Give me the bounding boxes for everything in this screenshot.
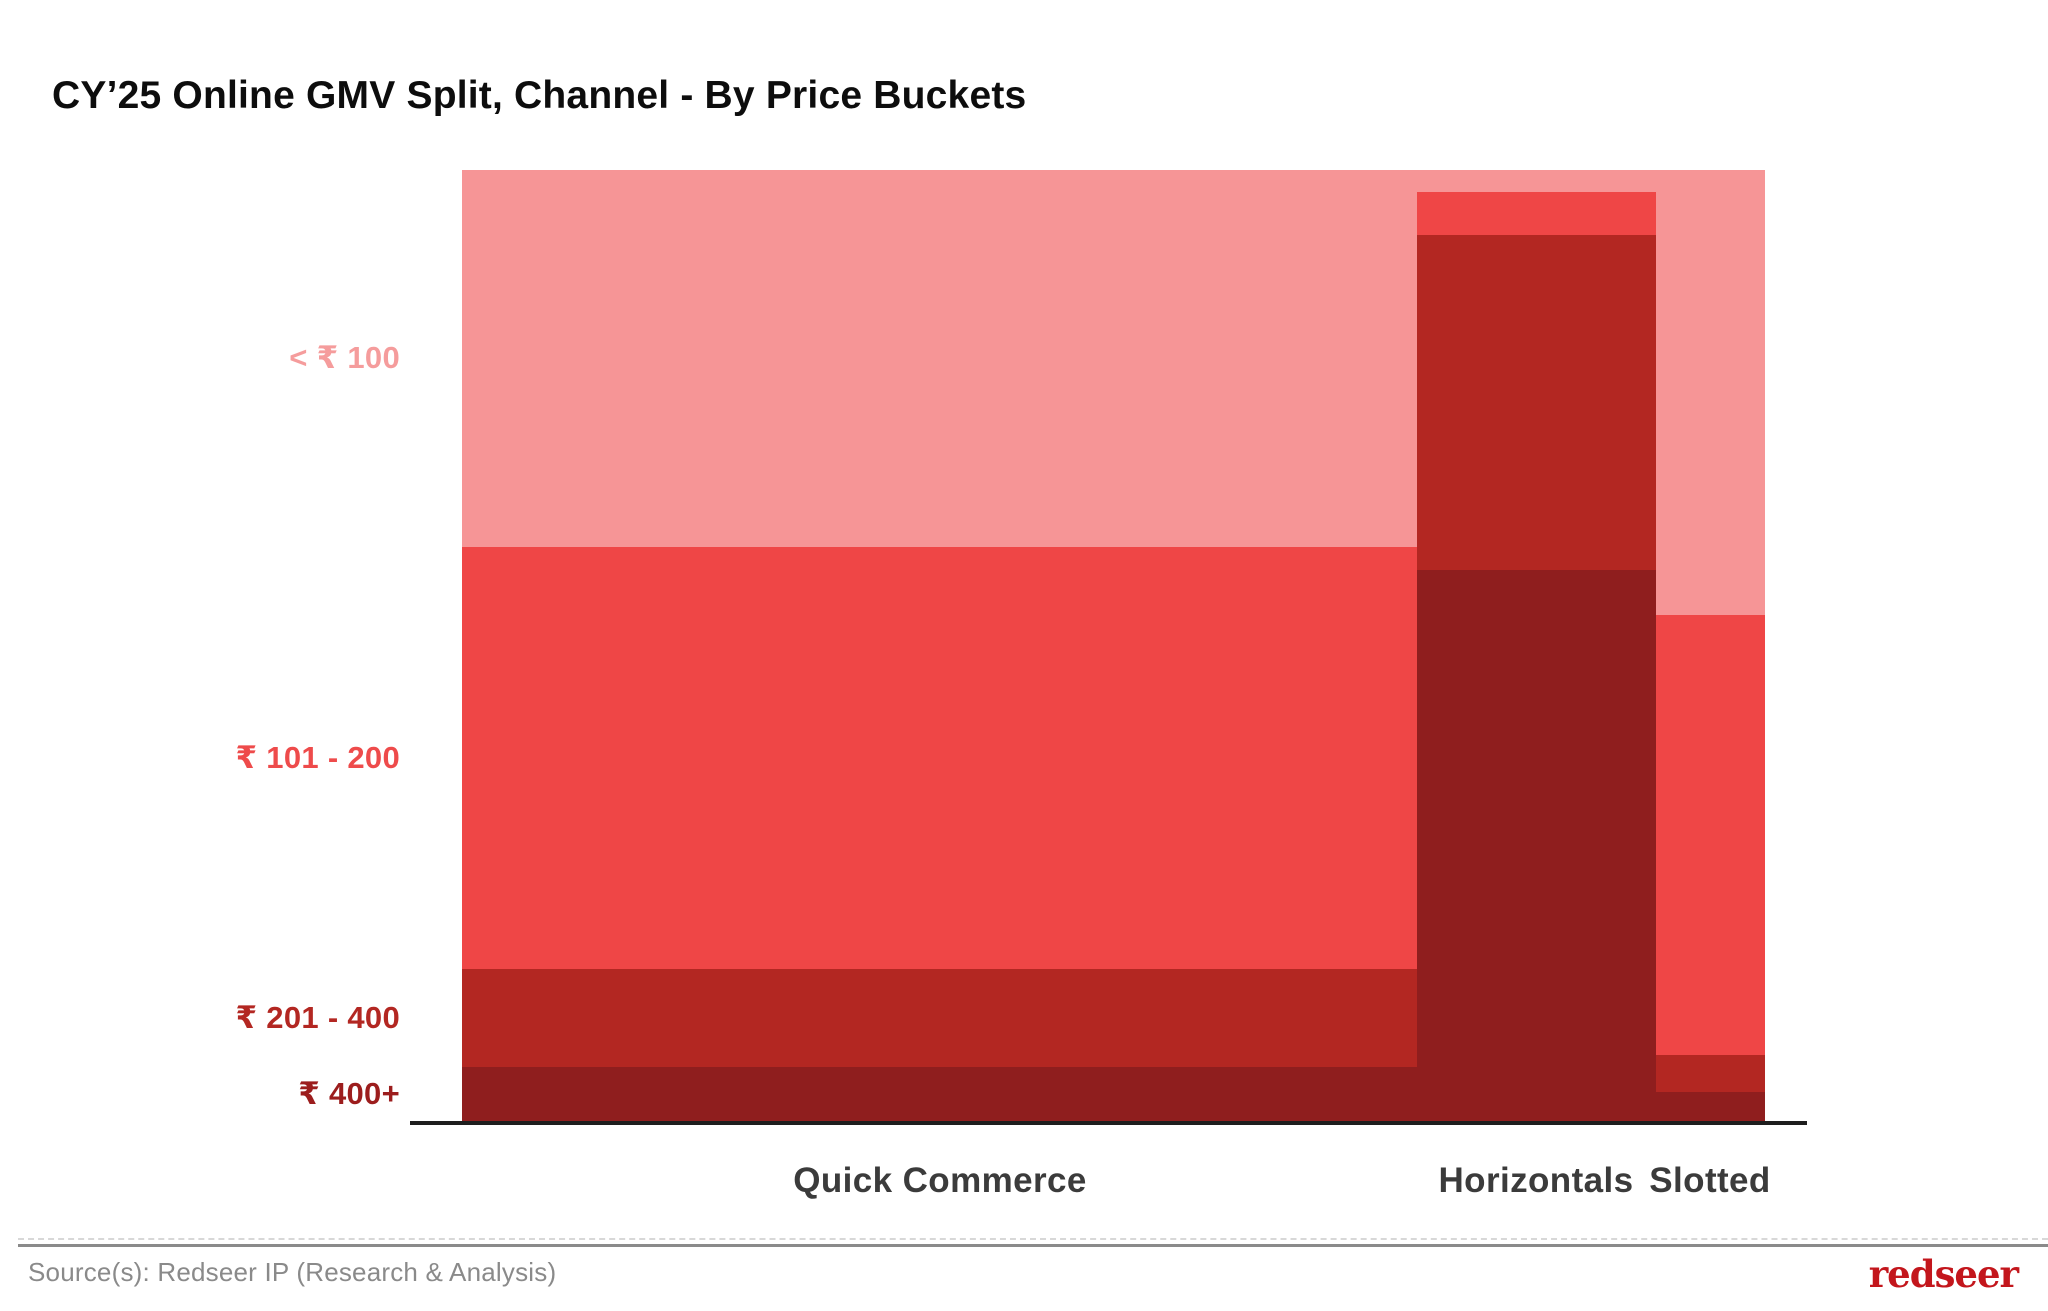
price-bucket-label-under-100: < ₹ 100 [289, 340, 400, 375]
column-quick-commerce [462, 170, 1418, 1122]
footer-divider-solid [18, 1244, 2048, 1247]
mosaic-plot [462, 170, 1765, 1122]
segment-slotted-400-plus [1655, 1092, 1765, 1122]
segment-quick-commerce-201-400 [462, 968, 1418, 1067]
source-note: Source(s): Redseer IP (Research & Analys… [28, 1257, 557, 1287]
category-label-horizontals: Horizontals [1438, 1161, 1634, 1200]
segment-horizontals-400-plus [1417, 569, 1656, 1122]
column-horizontals [1417, 170, 1656, 1122]
segment-slotted-101-200 [1655, 614, 1765, 1056]
segment-quick-commerce-101-200 [462, 546, 1418, 969]
category-label-quick-commerce: Quick Commerce [793, 1161, 1087, 1200]
segment-horizontals-under-100 [1417, 170, 1656, 192]
segment-quick-commerce-400-plus [462, 1066, 1418, 1122]
chart-title: CY’25 Online GMV Split, Channel - By Pri… [52, 74, 1027, 118]
price-bucket-label-201-400: ₹ 201 - 400 [235, 1000, 400, 1035]
price-bucket-label-400-plus: ₹ 400+ [298, 1076, 400, 1111]
column-slotted [1655, 170, 1765, 1122]
redseer-logo: redseer [1868, 1252, 2019, 1296]
price-bucket-label-101-200: ₹ 101 - 200 [235, 740, 400, 775]
segment-slotted-under-100 [1655, 170, 1765, 615]
segment-slotted-201-400 [1655, 1055, 1765, 1093]
segment-quick-commerce-under-100 [462, 170, 1418, 547]
x-axis-line [410, 1121, 1807, 1125]
segment-horizontals-101-200 [1417, 191, 1656, 235]
footer-divider-dashed [18, 1238, 2048, 1240]
segment-horizontals-201-400 [1417, 234, 1656, 570]
category-label-slotted: Slotted [1649, 1161, 1771, 1200]
